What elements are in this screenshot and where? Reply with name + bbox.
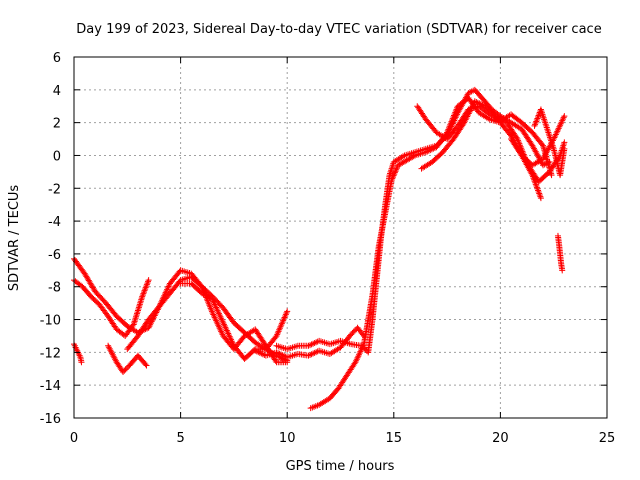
data-point — [559, 267, 566, 274]
chart-title: Day 199 of 2023, Sidereal Day-to-day VTE… — [76, 22, 601, 37]
data-point — [140, 289, 147, 296]
x-tick-label: 10 — [279, 431, 296, 446]
series-track-e — [124, 273, 291, 366]
data-point — [272, 357, 279, 364]
data-point — [123, 365, 130, 372]
data-point — [561, 113, 568, 120]
x-tick-label: 0 — [70, 431, 78, 446]
data-point — [392, 168, 399, 175]
y-tick-label: -10 — [40, 314, 61, 329]
data-point — [142, 286, 149, 293]
data-point — [534, 115, 541, 122]
data-point — [284, 308, 291, 315]
y-tick-label: 4 — [53, 84, 61, 99]
data-series — [71, 86, 568, 412]
data-point — [389, 174, 396, 181]
x-tick-label: 20 — [492, 431, 509, 446]
data-point — [535, 113, 542, 120]
data-point — [350, 328, 357, 335]
x-tick-label: 5 — [176, 431, 184, 446]
data-point — [533, 116, 540, 123]
data-point — [535, 112, 542, 119]
series-track-d — [105, 342, 150, 376]
y-tick-label: -14 — [40, 379, 61, 394]
data-point — [410, 153, 417, 160]
data-point — [251, 347, 258, 354]
data-point — [537, 195, 544, 202]
x-tick-label: 15 — [386, 431, 403, 446]
x-axis-label: GPS time / hours — [286, 459, 395, 474]
data-point — [145, 278, 152, 285]
y-tick-label: -8 — [48, 281, 61, 296]
data-point — [548, 172, 555, 179]
data-point — [390, 172, 397, 179]
y-tick-label: -4 — [48, 215, 61, 230]
series-track-b — [71, 277, 152, 339]
data-point — [143, 283, 150, 290]
axis-ticks: 0 5 10 15 20 25 -16 -14 -12 -10 -8 -6 -4 -2 0 2 4 6 — [40, 51, 616, 446]
data-point — [144, 280, 151, 287]
y-tick-label: -12 — [40, 346, 61, 361]
data-point — [393, 165, 400, 172]
data-point — [531, 122, 538, 129]
x-tick-label: 25 — [599, 431, 616, 446]
data-point — [393, 166, 400, 173]
y-tick-label: 0 — [53, 149, 61, 164]
data-point — [389, 175, 396, 182]
data-point — [139, 293, 146, 300]
series-track-g — [252, 324, 367, 361]
series-track-f — [177, 280, 291, 362]
data-point — [141, 287, 148, 294]
data-point — [561, 145, 568, 152]
data-point — [143, 281, 150, 288]
data-point — [532, 119, 539, 126]
data-point — [391, 169, 398, 176]
data-point — [145, 277, 152, 284]
data-point — [532, 121, 539, 128]
data-point — [143, 362, 150, 369]
series-track-m — [531, 106, 568, 179]
y-tick-label: -16 — [40, 412, 61, 427]
series-track-i — [307, 95, 544, 412]
data-point — [349, 330, 356, 337]
data-point — [121, 367, 128, 374]
data-point — [122, 366, 129, 373]
y-tick-label: 2 — [53, 117, 61, 132]
plot-frame — [73, 56, 608, 419]
y-tick-label: 6 — [53, 51, 61, 66]
data-point — [139, 292, 146, 299]
data-point — [78, 359, 85, 366]
data-point — [391, 171, 398, 178]
data-point — [348, 331, 355, 338]
y-tick-label: -2 — [48, 182, 61, 197]
data-point — [561, 139, 568, 146]
data-point — [533, 118, 540, 125]
y-axis-label: SDTVAR / TECUs — [7, 185, 22, 292]
y-tick-label: -6 — [48, 248, 61, 263]
data-point — [140, 290, 147, 297]
data-point — [142, 361, 149, 368]
data-point — [120, 369, 127, 376]
series-track-n — [554, 232, 566, 274]
data-point — [142, 284, 149, 291]
data-point — [388, 177, 395, 184]
